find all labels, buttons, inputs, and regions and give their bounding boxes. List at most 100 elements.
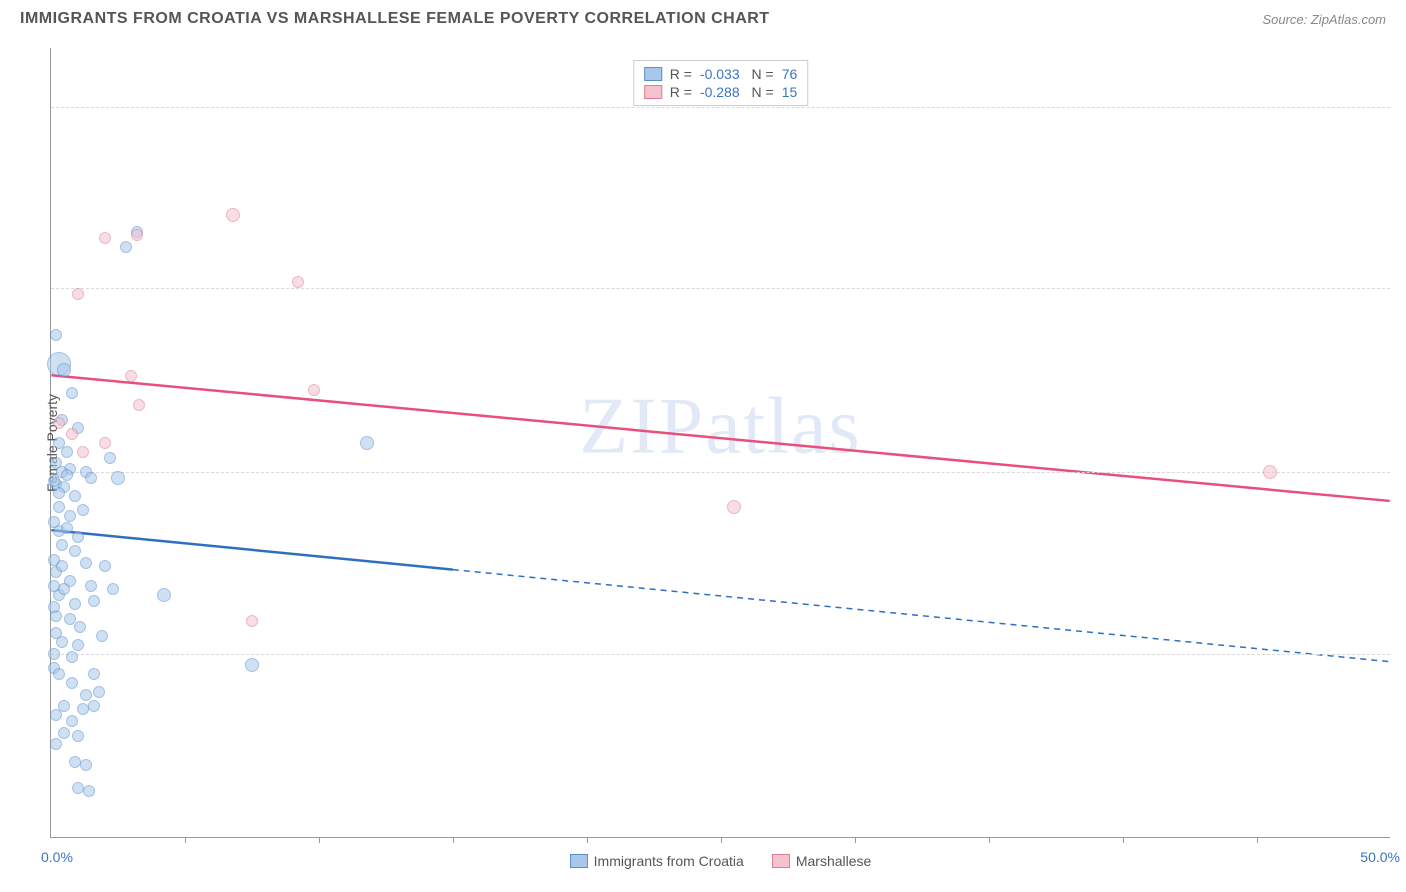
r-value-1: -0.288	[700, 84, 740, 100]
data-point	[53, 501, 65, 513]
trend-line-dashed	[453, 570, 1390, 662]
n-value-0: 76	[782, 66, 798, 82]
gridline	[51, 288, 1390, 289]
data-point	[58, 727, 70, 739]
data-point	[77, 446, 89, 458]
legend-label-1: Marshallese	[796, 853, 871, 869]
data-point	[308, 384, 320, 396]
data-point	[66, 651, 78, 663]
x-tick	[1123, 837, 1124, 843]
data-point	[50, 709, 62, 721]
n-label: N =	[748, 66, 774, 82]
data-point	[66, 428, 78, 440]
x-tick	[855, 837, 856, 843]
data-point	[99, 560, 111, 572]
data-point	[50, 738, 62, 750]
x-tick	[185, 837, 186, 843]
data-point	[69, 490, 81, 502]
data-point	[69, 545, 81, 557]
data-point	[96, 630, 108, 642]
data-point	[72, 639, 84, 651]
data-point	[131, 229, 143, 241]
data-point	[360, 436, 374, 450]
correlation-legend: R = -0.033 N = 76 R = -0.288 N = 15	[633, 60, 809, 106]
swatch-series-1	[644, 85, 662, 99]
gridline	[51, 107, 1390, 108]
legend-label-0: Immigrants from Croatia	[594, 853, 744, 869]
plot-area: 6.3%12.5%18.8%25.0%	[51, 48, 1390, 837]
data-point	[57, 363, 71, 377]
data-point	[80, 759, 92, 771]
data-point	[48, 516, 60, 528]
data-point	[61, 446, 73, 458]
data-point	[93, 686, 105, 698]
series-legend: Immigrants from Croatia Marshallese	[51, 853, 1390, 869]
r-label: R =	[670, 84, 692, 100]
chart-title: IMMIGRANTS FROM CROATIA VS MARSHALLESE F…	[20, 10, 770, 28]
n-value-1: 15	[782, 84, 798, 100]
data-point	[66, 715, 78, 727]
data-point	[133, 399, 145, 411]
data-point	[1263, 465, 1277, 479]
data-point	[53, 668, 65, 680]
x-tick	[721, 837, 722, 843]
data-point	[66, 387, 78, 399]
data-point	[77, 504, 89, 516]
gridline	[51, 472, 1390, 473]
data-point	[88, 595, 100, 607]
data-point	[72, 531, 84, 543]
data-point	[125, 370, 137, 382]
chart-container: Female Poverty ZIPatlas 6.3%12.5%18.8%25…	[50, 48, 1390, 838]
data-point	[83, 785, 95, 797]
data-point	[48, 601, 60, 613]
correlation-legend-row: R = -0.288 N = 15	[644, 83, 798, 101]
legend-item-0: Immigrants from Croatia	[570, 853, 744, 869]
data-point	[64, 613, 76, 625]
data-point	[80, 557, 92, 569]
x-tick	[453, 837, 454, 843]
trend-line-solid	[51, 375, 1389, 501]
trend-line-solid	[51, 530, 452, 569]
source-credit: Source: ZipAtlas.com	[1262, 12, 1386, 27]
data-point	[292, 276, 304, 288]
data-point	[104, 452, 116, 464]
data-point	[226, 208, 240, 222]
n-label: N =	[748, 84, 774, 100]
data-point	[66, 677, 78, 689]
gridline	[51, 654, 1390, 655]
data-point	[120, 241, 132, 253]
data-point	[61, 522, 73, 534]
data-point	[53, 417, 65, 429]
legend-item-1: Marshallese	[772, 853, 871, 869]
r-value-0: -0.033	[700, 66, 740, 82]
data-point	[99, 437, 111, 449]
r-label: R =	[670, 66, 692, 82]
data-point	[64, 510, 76, 522]
data-point	[72, 288, 84, 300]
correlation-legend-row: R = -0.033 N = 76	[644, 65, 798, 83]
trend-lines	[51, 48, 1390, 837]
data-point	[58, 583, 70, 595]
data-point	[88, 668, 100, 680]
swatch-series-1-icon	[772, 854, 790, 868]
data-point	[727, 500, 741, 514]
data-point	[50, 329, 62, 341]
data-point	[246, 615, 258, 627]
data-point	[53, 487, 65, 499]
swatch-series-0	[644, 67, 662, 81]
data-point	[88, 700, 100, 712]
data-point	[56, 560, 68, 572]
x-tick	[1257, 837, 1258, 843]
x-tick	[989, 837, 990, 843]
chart-header: IMMIGRANTS FROM CROATIA VS MARSHALLESE F…	[0, 0, 1406, 34]
data-point	[85, 472, 97, 484]
data-point	[69, 598, 81, 610]
data-point	[245, 658, 259, 672]
data-point	[56, 636, 68, 648]
swatch-series-0-icon	[570, 854, 588, 868]
data-point	[111, 471, 125, 485]
data-point	[157, 588, 171, 602]
data-point	[107, 583, 119, 595]
data-point	[80, 689, 92, 701]
x-tick	[587, 837, 588, 843]
